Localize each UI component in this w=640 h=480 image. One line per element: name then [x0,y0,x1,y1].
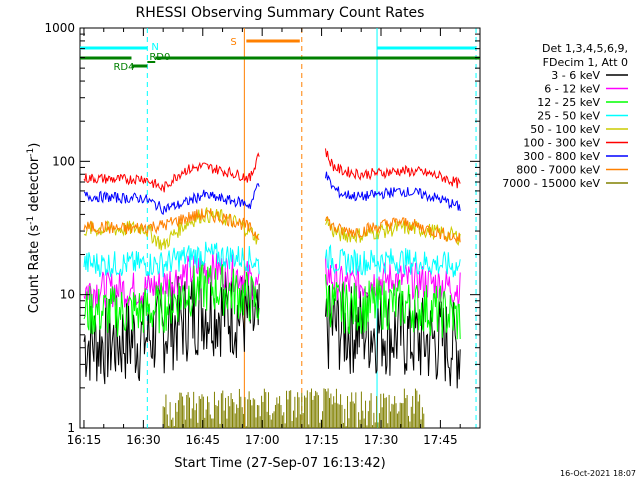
series-line-0 [83,152,260,193]
y-label-sup1: -1 [26,216,36,225]
x-tick-label: 17:15 [304,433,339,447]
series-line-1 [325,256,461,308]
x-tick-label: 16:15 [67,433,102,447]
y-tick-label: 1 [67,421,75,435]
legend: Det 1,3,4,5,6,9,FDecim 1, Att 03 - 6 keV… [502,42,628,190]
x-tick-label: 16:45 [185,433,220,447]
attenuator-label-s: S [230,37,236,48]
series-line-1 [325,216,461,244]
y-label-end: ) [27,143,42,148]
series-layer [83,148,461,428]
legend-label-4: 50 - 100 keV [530,123,600,136]
x-tick-label: 16:30 [126,433,161,447]
y-label-main: Count Rate (s [27,225,42,314]
y-label-sup2: -1 [26,148,36,157]
x-axis-label: Start Time (27-Sep-07 16:13:42) [174,456,385,471]
series-line-1 [325,171,461,211]
x-tick-label: 17:45 [423,433,458,447]
y-tick-label: 10 [60,288,75,302]
series-line-0 [83,241,260,278]
legend-label-1: 6 - 12 keV [544,83,600,96]
series-line-0 [83,183,260,215]
legend-label-2: 12 - 25 keV [537,96,600,109]
x-tick-label: 17:30 [364,433,399,447]
series-5 [83,148,461,193]
series-7 [83,208,461,244]
attenuator-label-n: N [151,42,158,53]
y-tick-label: 100 [52,154,75,168]
series-line-1 [325,148,461,189]
series-3 [83,241,461,278]
series-0 [83,271,461,389]
chart-title: RHESSI Observing Summary Count Rates [136,5,425,21]
legend-label-7: 800 - 7000 keV [516,164,600,177]
axis-ticks: 16:15 16:30 16:45 17:00 17:15 17:30 17:45 1 10 10… [44,21,481,447]
attenuator-label-rd0: RD0 [149,52,170,63]
y-label-mid: detector [27,156,42,216]
series-2 [83,261,461,340]
legend-label-6: 300 - 800 keV [523,150,600,163]
timestamp: 16-Oct-2021 18:07 [560,469,636,478]
series-line-1 [325,283,461,389]
series-6 [83,171,461,215]
series-line-1 [325,274,461,340]
legend-label-3: 25 - 50 keV [537,110,600,123]
legend-header-1: FDecim 1, Att 0 [543,56,628,69]
y-axis-label: Count Rate (s-1 detector-1) [26,143,42,314]
legend-label-8: 7000 - 15000 keV [502,177,600,190]
legend-label-5: 100 - 300 keV [523,137,600,150]
legend-label-0: 3 - 6 keV [551,69,600,82]
series-line-0 [83,208,260,240]
series-line-1 [325,244,461,278]
x-tick-label: 17:00 [245,433,280,447]
legend-header-0: Det 1,3,4,5,6,9, [542,42,628,55]
attenuator-label-rd4: RD4 [113,62,134,73]
y-tick-label: 1000 [44,21,75,35]
series-line-0 [83,261,260,337]
series-8 [162,388,425,428]
